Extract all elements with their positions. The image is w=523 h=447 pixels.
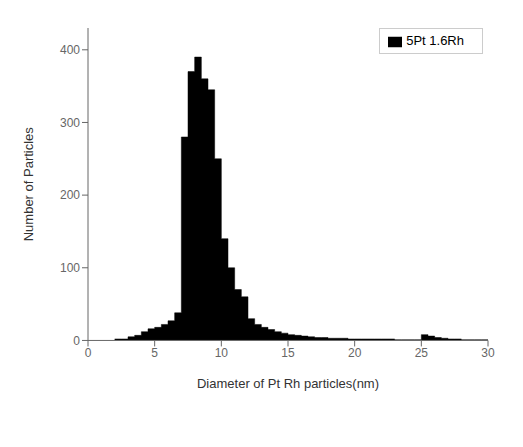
svg-text:15: 15	[281, 346, 295, 360]
svg-text:300: 300	[60, 116, 80, 130]
svg-text:20: 20	[348, 346, 362, 360]
svg-text:25: 25	[415, 346, 429, 360]
html-text:5Pt 1.6Rh: 5Pt 1.6Rh	[406, 33, 464, 48]
svg-text:Diameter of Pt Rh particles(nm: Diameter of Pt Rh particles(nm)	[197, 376, 379, 391]
svg-text:Number of Particles: Number of Particles	[21, 127, 36, 242]
svg-text:30: 30	[481, 346, 495, 360]
svg-text:200: 200	[60, 188, 80, 202]
svg-text:5: 5	[151, 346, 158, 360]
svg-text:100: 100	[60, 261, 80, 275]
svg-text:400: 400	[60, 43, 80, 57]
svg-text:10: 10	[215, 346, 229, 360]
svg-text:0: 0	[73, 334, 80, 348]
svg-text:0: 0	[85, 346, 92, 360]
